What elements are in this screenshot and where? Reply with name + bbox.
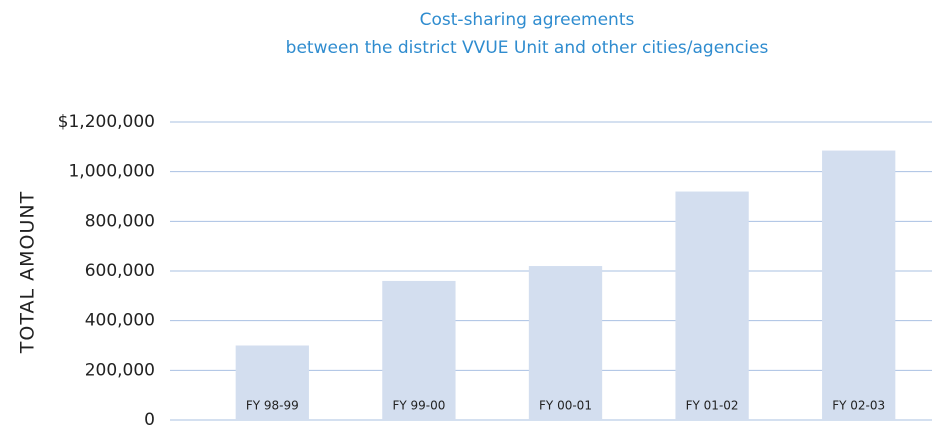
bar [822,150,896,420]
y-tick-label: 800,000 [85,211,155,231]
bar [675,191,749,420]
x-tick-label: FY 98-99 [246,399,299,413]
y-tick-label: 600,000 [85,261,155,281]
x-tick-label: FY 01-02 [686,399,739,413]
y-tick-label: $1,200,000 [58,112,155,132]
x-tick-label: FY 02-03 [832,399,885,413]
x-tick-label: FY 00-01 [539,399,592,413]
y-tick-label: 200,000 [85,360,155,380]
x-tick-label: FY 99-00 [392,399,445,413]
y-tick-label: 400,000 [85,311,155,331]
bar [528,266,603,420]
chart-title: Cost-sharing agreements [420,10,635,30]
y-axis-label: TOTAL AMOUNT [17,191,39,354]
chart-title: between the district VVUE Unit and other… [286,38,769,58]
y-tick-label: 1,000,000 [68,162,155,182]
bar [382,280,456,420]
y-tick-label: 0 [144,410,155,430]
bar [235,345,309,420]
